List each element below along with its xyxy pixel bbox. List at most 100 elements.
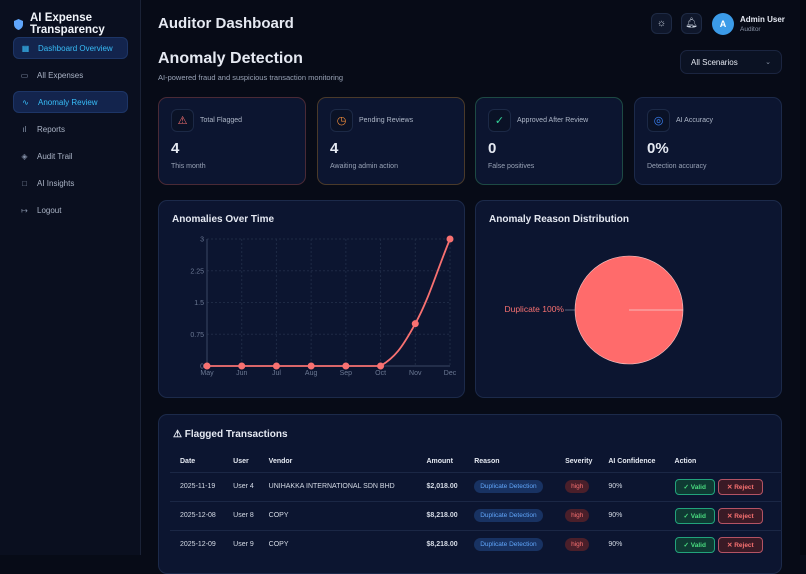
y-tick-label: 0 — [200, 364, 204, 371]
user-cell: User 8 — [223, 500, 259, 530]
alert-triangle-icon: ⚠︎ — [171, 109, 194, 132]
stat-label: Approved After Review — [517, 117, 589, 124]
scenario-select[interactable]: All Scenarios ⌄ — [680, 50, 782, 74]
sidebar-item-all-expenses[interactable]: ▭ All Expenses — [13, 64, 128, 86]
data-point — [342, 362, 350, 370]
stat-label: Pending Reviews — [359, 117, 414, 124]
sidebar-item-dashboard-overview[interactable]: ▦ Dashboard Overview — [13, 37, 128, 59]
table-row: 2025-12-09 User 9 COPY $8,218.00 Duplica… — [170, 529, 782, 559]
action-cell: ✓ Valid ✕ Reject — [664, 500, 782, 530]
x-tick-label: Dec — [444, 370, 457, 377]
sidebar-item-reports[interactable]: ıl Reports — [13, 118, 128, 140]
user-name: Admin User — [740, 15, 785, 24]
amount-cell: $2,018.00 — [416, 471, 465, 501]
notifications-button[interactable]: 🔔︎ — [681, 13, 702, 34]
amount-cell: $8,218.00 — [416, 500, 465, 530]
stat-note: Awaiting admin action — [330, 163, 398, 170]
x-tick-label: May — [200, 370, 214, 377]
stat-label: Total Flagged — [200, 117, 243, 124]
header-title: Auditor Dashboard — [158, 15, 294, 32]
data-point — [411, 320, 419, 328]
sidebar-item-anomaly-review[interactable]: ∿ Anomaly Review — [13, 91, 128, 113]
reject-button[interactable]: ✕ Reject — [717, 536, 763, 553]
y-tick-label: 3 — [200, 237, 204, 244]
reason-badge: Duplicate Detection — [474, 538, 543, 552]
data-point — [238, 362, 246, 370]
avatar[interactable]: A — [712, 13, 734, 35]
theme-toggle-button[interactable]: ☼ — [651, 13, 672, 34]
reject-button[interactable]: ✕ Reject — [717, 507, 763, 524]
chevron-down-icon: ⌄ — [765, 59, 771, 66]
data-point — [377, 362, 385, 370]
stat-note: False positives — [488, 163, 535, 170]
alert-triangle-icon: ⚠︎ — [173, 429, 185, 440]
stat-card-ai-accuracy: ◎ AI Accuracy 0% Detection accuracy — [634, 97, 782, 185]
valid-button[interactable]: ✓ Valid — [674, 507, 715, 524]
severity-cell: high — [555, 529, 599, 559]
slice-label: Duplicate 100% — [504, 304, 564, 314]
severity-cell: high — [555, 471, 599, 501]
sidebar-item-label: Anomaly Review — [38, 97, 98, 107]
stat-note: This month — [171, 163, 206, 170]
data-point — [307, 362, 315, 370]
book-icon: □ — [22, 178, 27, 188]
stat-card-pending-reviews: ◷ Pending Reviews 4 Awaiting admin actio… — [317, 97, 465, 185]
reject-button[interactable]: ✕ Reject — [717, 478, 763, 495]
severity-cell: high — [555, 500, 599, 530]
x-tick-label: Sep — [340, 370, 353, 377]
x-tick-label: Jun — [236, 370, 247, 377]
action-cell: ✓ Valid ✕ Reject — [664, 529, 782, 559]
brand: AI Expense Transparency — [14, 12, 120, 36]
severity-badge: high — [565, 509, 590, 522]
stat-card-approved-after-review: ✓ Approved After Review 0 False positive… — [475, 97, 623, 185]
stat-note: Detection accuracy — [647, 163, 707, 170]
column-header: Reason — [474, 458, 500, 466]
table-title-wrap: ⚠︎ Flagged Transactions — [173, 429, 288, 440]
data-point — [272, 362, 280, 370]
reason-badge: Duplicate Detection — [474, 509, 543, 522]
grid-icon: ▦ — [21, 43, 30, 53]
confidence-cell: 90% — [598, 500, 665, 530]
user-cell: User 4 — [223, 471, 259, 501]
user-role: Auditor — [740, 26, 761, 33]
reason-badge: Duplicate Detection — [474, 480, 543, 493]
table-row: 2025-12-08 User 8 COPY $8,218.00 Duplica… — [170, 500, 782, 530]
column-header: Vendor — [268, 458, 293, 466]
layers-icon: ◈ — [21, 151, 28, 161]
stat-label: AI Accuracy — [676, 117, 713, 124]
sidebar-item-label: Dashboard Overview — [38, 43, 113, 53]
valid-button[interactable]: ✓ Valid — [674, 478, 715, 495]
stat-value: 4 — [171, 140, 180, 157]
pie-chart: Duplicate 100% — [504, 255, 684, 365]
data-point — [446, 235, 454, 243]
scrollbar[interactable] — [800, 0, 806, 555]
y-tick-label: 2.25 — [190, 268, 204, 275]
sidebar-item-label: Logout — [37, 205, 62, 215]
sun-icon: ☼ — [656, 18, 667, 29]
x-tick-label: Aug — [305, 370, 318, 377]
sidebar-item-label: AI Insights — [37, 178, 75, 188]
stat-value: 4 — [330, 140, 339, 157]
stat-value: 0 — [488, 140, 497, 157]
column-header: Date — [180, 458, 196, 466]
table-row: 2025-11-19 User 4 UNIHAKKA INTERNATIONAL… — [170, 471, 782, 501]
sidebar-item-ai-insights[interactable]: □ AI Insights — [13, 172, 128, 194]
bell-icon: 🔔︎ — [685, 18, 698, 29]
severity-badge: high — [565, 538, 590, 552]
scenario-select-value: All Scenarios — [691, 57, 738, 67]
reason-distribution-card: Anomaly Reason Distribution Duplicate 10… — [475, 200, 782, 398]
x-tick-label: Oct — [375, 370, 386, 377]
column-header: Action — [674, 458, 697, 466]
sidebar-item-audit-trail[interactable]: ◈ Audit Trail — [13, 145, 128, 167]
column-header: Amount — [426, 458, 453, 466]
activity-icon: ∿ — [22, 97, 29, 107]
sidebar-item-logout[interactable]: ↦ Logout — [13, 199, 128, 221]
archive-icon: ▭ — [20, 70, 29, 80]
stat-value: 0% — [647, 140, 669, 157]
vendor-cell: COPY — [258, 500, 417, 530]
stat-card-total-flagged: ⚠︎ Total Flagged 4 This month — [158, 97, 306, 185]
confidence-cell: 90% — [598, 529, 665, 559]
valid-button[interactable]: ✓ Valid — [674, 536, 715, 553]
amount-cell: $8,218.00 — [416, 529, 465, 559]
x-tick-label: Nov — [409, 370, 422, 377]
